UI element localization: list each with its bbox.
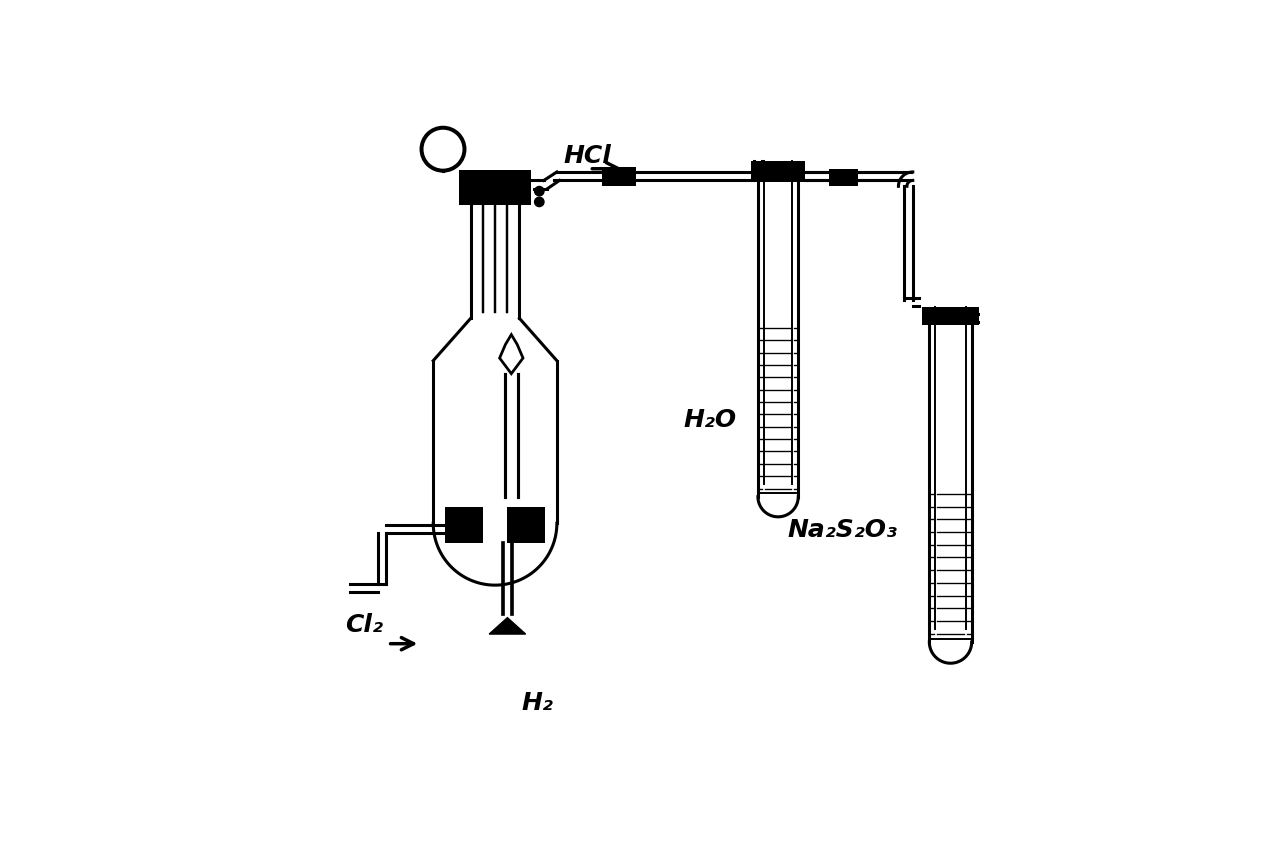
Text: HCl: HCl (563, 144, 612, 168)
Bar (601, 168, 636, 187)
Bar (506, 374, 517, 498)
Text: Cl₂: Cl₂ (345, 612, 383, 636)
Text: H₂: H₂ (521, 690, 553, 714)
Polygon shape (489, 618, 526, 635)
Bar (444, 507, 483, 544)
Bar (922, 307, 978, 326)
Bar (751, 162, 806, 182)
Circle shape (535, 187, 544, 197)
Bar (829, 170, 858, 187)
Circle shape (535, 198, 544, 208)
Bar (507, 507, 545, 544)
Text: H₂O: H₂O (683, 408, 737, 431)
Bar (460, 170, 531, 206)
Text: Na₂S₂O₃: Na₂S₂O₃ (788, 517, 898, 542)
